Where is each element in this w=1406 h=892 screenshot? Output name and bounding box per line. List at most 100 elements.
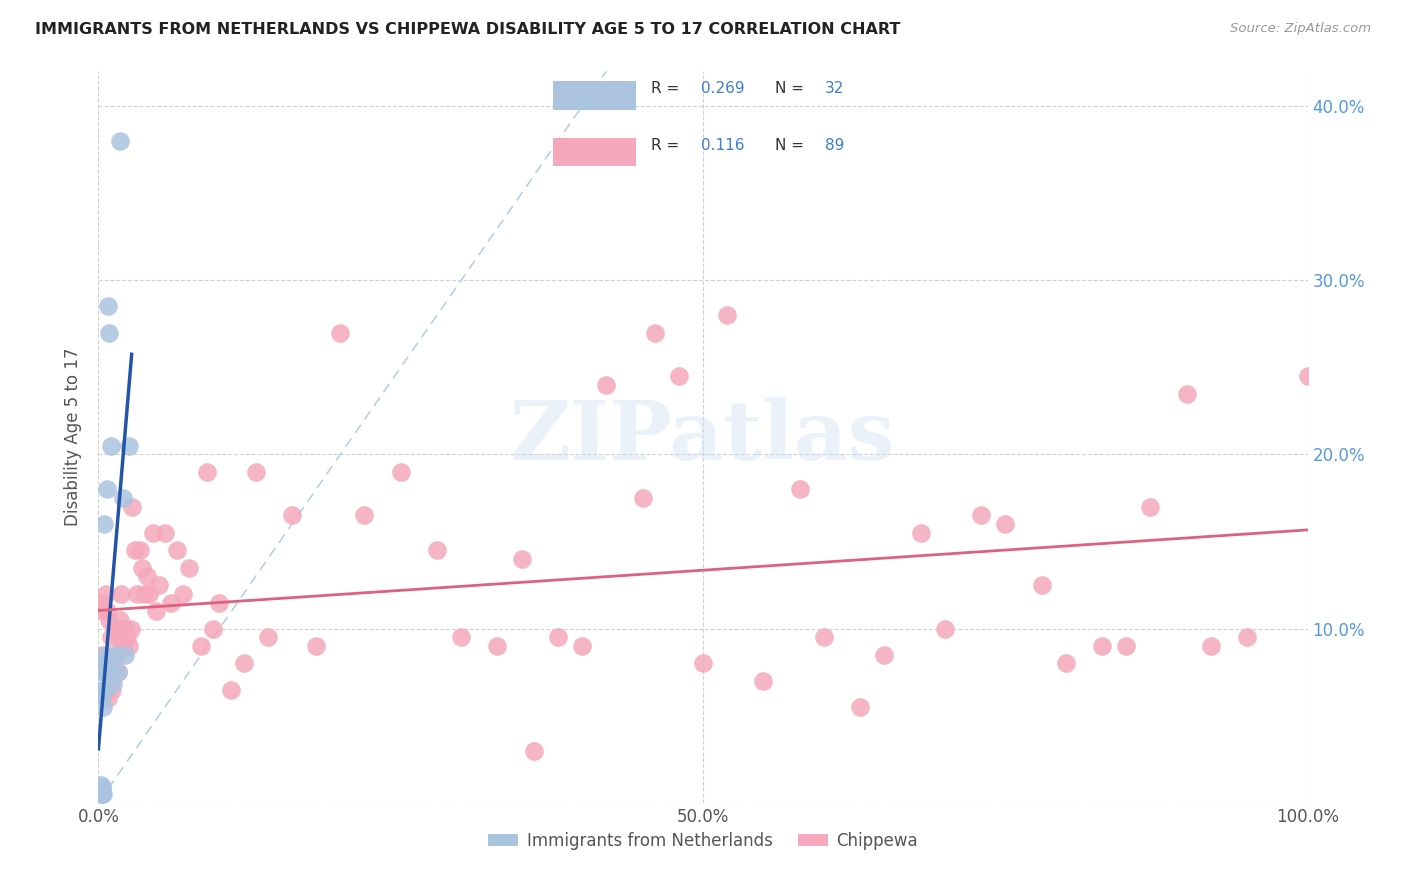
- Text: Source: ZipAtlas.com: Source: ZipAtlas.com: [1230, 22, 1371, 36]
- Point: [692, 657, 714, 671]
- Point: [110, 587, 132, 601]
- Point: [179, 560, 201, 574]
- Point: [145, 604, 167, 618]
- Point: [190, 639, 212, 653]
- Point: [100, 439, 122, 453]
- Text: 0.269: 0.269: [700, 81, 744, 96]
- Point: [305, 639, 328, 653]
- Point: [94, 657, 117, 671]
- Point: [90, 778, 112, 792]
- Point: [523, 743, 546, 757]
- Point: [97, 691, 120, 706]
- Point: [813, 631, 835, 645]
- Point: [91, 785, 114, 799]
- Point: [450, 631, 472, 645]
- Point: [91, 648, 114, 662]
- Point: [91, 700, 114, 714]
- Point: [281, 508, 304, 523]
- Legend: Immigrants from Netherlands, Chippewa: Immigrants from Netherlands, Chippewa: [482, 825, 924, 856]
- FancyBboxPatch shape: [553, 81, 636, 110]
- Point: [118, 639, 141, 653]
- Point: [138, 587, 160, 601]
- Point: [1031, 578, 1053, 592]
- Point: [107, 665, 129, 680]
- Point: [1199, 639, 1222, 653]
- Point: [1175, 386, 1198, 401]
- Point: [97, 300, 120, 314]
- Point: [716, 308, 738, 322]
- Point: [94, 657, 117, 671]
- Text: 32: 32: [825, 81, 844, 96]
- Point: [426, 543, 449, 558]
- Y-axis label: Disability Age 5 to 17: Disability Age 5 to 17: [65, 348, 83, 526]
- Point: [101, 657, 124, 671]
- Point: [120, 622, 142, 636]
- Point: [547, 631, 569, 645]
- Text: ZIPatlas: ZIPatlas: [510, 397, 896, 477]
- Point: [114, 648, 136, 662]
- Point: [970, 508, 993, 523]
- Point: [172, 587, 194, 601]
- Point: [752, 673, 775, 688]
- Text: N =: N =: [775, 137, 808, 153]
- Point: [849, 700, 872, 714]
- Point: [135, 569, 157, 583]
- Point: [100, 682, 122, 697]
- Point: [910, 525, 932, 540]
- Point: [631, 491, 654, 505]
- Point: [486, 639, 509, 653]
- Point: [96, 483, 118, 497]
- Point: [195, 465, 218, 479]
- Text: R =: R =: [651, 137, 683, 153]
- Text: N =: N =: [775, 81, 808, 96]
- Point: [353, 508, 375, 523]
- Point: [104, 622, 127, 636]
- Point: [112, 622, 135, 636]
- Point: [221, 682, 243, 697]
- Point: [98, 326, 121, 340]
- Point: [389, 465, 412, 479]
- Point: [329, 326, 352, 340]
- Point: [108, 613, 131, 627]
- Point: [148, 578, 170, 592]
- Point: [96, 682, 118, 697]
- Point: [90, 781, 112, 796]
- Point: [256, 631, 278, 645]
- Point: [1054, 657, 1077, 671]
- Point: [873, 648, 896, 662]
- Point: [1236, 631, 1258, 645]
- Point: [90, 595, 112, 609]
- Point: [121, 500, 143, 514]
- Point: [93, 665, 115, 680]
- Point: [128, 543, 150, 558]
- Point: [166, 543, 188, 558]
- Point: [94, 587, 117, 601]
- Point: [1139, 500, 1161, 514]
- Point: [105, 648, 128, 662]
- Point: [245, 465, 267, 479]
- Point: [90, 783, 112, 797]
- Point: [91, 780, 114, 794]
- Point: [668, 369, 690, 384]
- Point: [111, 639, 134, 653]
- Point: [101, 677, 124, 691]
- Point: [1115, 639, 1137, 653]
- Point: [208, 595, 231, 609]
- Text: 0.116: 0.116: [700, 137, 744, 153]
- Point: [91, 665, 114, 680]
- Point: [103, 665, 125, 680]
- Point: [202, 622, 225, 636]
- Point: [94, 648, 117, 662]
- Point: [1296, 369, 1319, 384]
- Point: [104, 648, 127, 662]
- Point: [124, 543, 146, 558]
- Point: [510, 552, 533, 566]
- Point: [1091, 639, 1114, 653]
- Point: [108, 631, 131, 645]
- Point: [571, 639, 593, 653]
- Point: [90, 787, 112, 801]
- Point: [131, 560, 153, 574]
- Point: [91, 604, 114, 618]
- Point: [107, 665, 129, 680]
- Point: [115, 631, 138, 645]
